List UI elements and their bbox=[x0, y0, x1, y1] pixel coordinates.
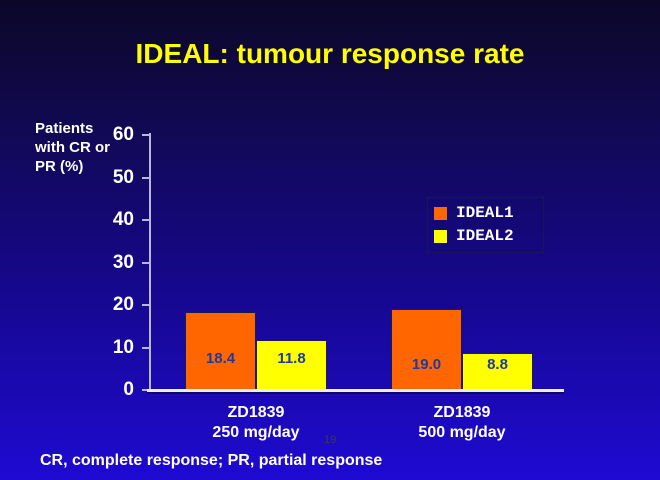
legend-label: IDEAL2 bbox=[456, 227, 514, 245]
y-axis-title-line: with CR or bbox=[35, 139, 110, 156]
y-tick-mark bbox=[142, 176, 150, 179]
x-axis-line bbox=[147, 389, 564, 392]
legend-swatch-icon bbox=[434, 206, 447, 220]
y-tick-label: 50 bbox=[112, 166, 134, 188]
x-category-label-line: ZD1839 bbox=[227, 404, 285, 421]
x-category-label-line: 250 mg/day bbox=[212, 424, 300, 441]
slide-number: 19 bbox=[324, 434, 337, 446]
x-category-label: ZD1839 250 mg/day bbox=[161, 403, 351, 443]
y-tick-mark bbox=[142, 261, 150, 264]
y-tick-mark bbox=[142, 219, 150, 221]
y-tick-label: 20 bbox=[112, 294, 134, 315]
y-axis-title: Patients with CR or PR (%) bbox=[35, 119, 110, 176]
legend-swatch-icon bbox=[434, 229, 447, 243]
legend-item-ideal1: IDEAL1 bbox=[434, 204, 535, 222]
x-category-label-line: ZD1839 bbox=[433, 404, 491, 421]
slide-title: IDEAL: tumour response rate bbox=[135, 38, 525, 69]
y-tick-mark bbox=[142, 389, 150, 391]
y-tick-mark bbox=[142, 304, 150, 306]
bar-value-label: 19.0 bbox=[411, 356, 442, 374]
legend-item-ideal2: IDEAL2 bbox=[434, 227, 535, 245]
y-tick-label: 30 bbox=[112, 251, 134, 273]
y-tick-label: 0 bbox=[123, 379, 134, 400]
y-axis-title-line: PR (%) bbox=[35, 158, 84, 175]
x-category-label: ZD1839 500 mg/day bbox=[367, 403, 557, 443]
bar-value-label: 11.8 bbox=[277, 349, 306, 367]
bar-ideal2-500 bbox=[462, 352, 533, 390]
y-axis-title-line: Patients bbox=[35, 120, 94, 137]
x-category-label-line: 500 mg/day bbox=[418, 424, 506, 441]
legend-label: IDEAL1 bbox=[456, 204, 514, 222]
y-tick-label: 10 bbox=[112, 336, 134, 358]
bar-value-label: 18.4 bbox=[205, 349, 236, 367]
y-axis-line bbox=[149, 133, 151, 390]
bar-value-label: 8.8 bbox=[487, 356, 508, 374]
y-tick-mark bbox=[142, 134, 150, 136]
y-tick-mark bbox=[142, 346, 150, 349]
footnote: CR, complete response; PR, partial respo… bbox=[40, 452, 383, 469]
chart-legend: IDEAL1 IDEAL2 bbox=[427, 197, 544, 253]
y-tick-label: 60 bbox=[112, 124, 134, 145]
bar-ideal1-500 bbox=[391, 309, 462, 390]
y-tick-label: 40 bbox=[112, 209, 134, 230]
